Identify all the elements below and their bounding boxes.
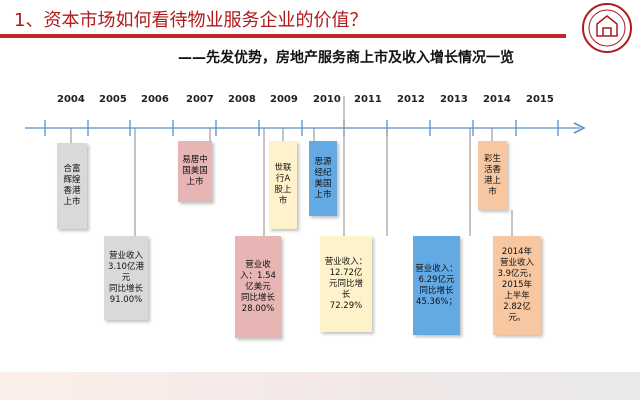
- year-label: 2013: [440, 94, 468, 105]
- revenue-siyuan-text: 营业收入： 6.29亿元 同比增长 45.36%；: [415, 263, 458, 307]
- revenue-yiju-box: 营业收 入：1.54 亿美元 同比增长 28.00%: [235, 236, 281, 338]
- revenue-shilian-text: 营业收入： 12.72亿 元同比增 长 72.29%: [324, 256, 368, 311]
- year-label: 2004: [57, 94, 85, 105]
- event-shilian-text: 世联 行A 股上 市: [274, 163, 292, 206]
- event-siyuan-text: 思源 经纪 美国 上市: [314, 156, 332, 200]
- year-label: 2011: [354, 94, 382, 105]
- footer-band: [0, 372, 640, 400]
- year-label: 2009: [270, 94, 298, 105]
- year-label: 2005: [99, 94, 127, 105]
- year-label: 2014: [483, 94, 511, 105]
- revenue-hefu-box: 营业收入 3.10亿港 元 同比增长 91.00%: [104, 236, 148, 320]
- event-yiju-listing: 易居中 国美国 上市: [178, 141, 212, 202]
- year-label: 2012: [397, 94, 425, 105]
- event-siyuan-listing: 思源 经纪 美国 上市: [309, 141, 337, 216]
- year-label: 2006: [141, 94, 169, 105]
- page-title: 1、资本市场如何看待物业服务企业的价值？: [14, 10, 368, 31]
- revenue-caisheng-text: 2014年 营业收入 3.9亿元， 2015年 上半年 2.82亿元。: [497, 247, 537, 323]
- event-hefu-text: 合富 辉煌 香港 上市: [63, 164, 81, 207]
- year-label: 2007: [186, 94, 214, 105]
- year-label: 2008: [228, 94, 256, 105]
- revenue-shilian-box: 营业收入： 12.72亿 元同比增 长 72.29%: [320, 236, 372, 332]
- event-shilian-listing: 世联 行A 股上 市: [269, 141, 297, 229]
- title-underline: [0, 34, 566, 38]
- revenue-siyuan-box: 营业收入： 6.29亿元 同比增长 45.36%；: [413, 236, 460, 335]
- year-label: 2010: [313, 94, 341, 105]
- event-caisheng-listing: 彩生 活香 港上 市: [478, 141, 507, 210]
- revenue-yiju-text: 营业收 入：1.54 亿美元 同比增长 28.00%: [240, 259, 276, 314]
- revenue-caisheng-box: 2014年 营业收入 3.9亿元， 2015年 上半年 2.82亿元。: [493, 236, 541, 335]
- year-label: 2015: [526, 94, 554, 105]
- event-yiju-text: 易居中 国美国 上市: [182, 155, 208, 187]
- event-hefu-listing: 合富 辉煌 香港 上市: [57, 143, 87, 229]
- event-caisheng-text: 彩生 活香 港上 市: [483, 153, 501, 197]
- revenue-hefu-text: 营业收入 3.10亿港 元 同比增长 91.00%: [108, 250, 144, 305]
- page-subtitle: ——先发优势，房地产服务商上市及收入增长情况一览: [178, 50, 514, 66]
- company-seal-logo: [582, 3, 632, 53]
